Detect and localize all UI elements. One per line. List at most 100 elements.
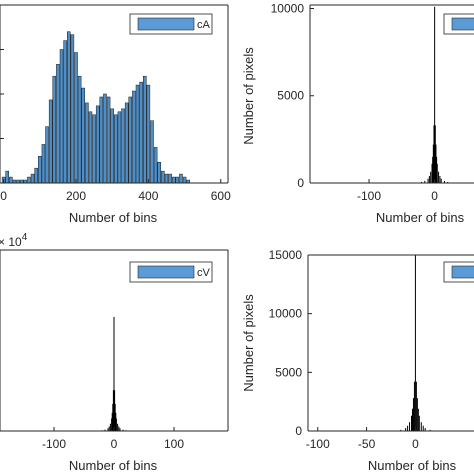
legend-label: cV bbox=[197, 267, 211, 279]
histogram-bar bbox=[435, 144, 437, 183]
histogram-bar bbox=[92, 114, 96, 184]
histogram-bar bbox=[413, 381, 415, 431]
histogram-bar bbox=[416, 398, 418, 431]
legend-swatch bbox=[451, 265, 474, 279]
x-tick-label: -100 bbox=[306, 437, 330, 451]
histogram-bar bbox=[429, 429, 431, 431]
histogram-bar bbox=[74, 52, 78, 184]
histogram-bar bbox=[432, 156, 434, 183]
x-tick-label: 0 bbox=[111, 437, 118, 451]
y-axis-label: Number of pixels bbox=[241, 47, 256, 145]
legend-swatch bbox=[137, 17, 195, 31]
histogram-bar bbox=[161, 170, 165, 184]
histogram-bar bbox=[439, 176, 441, 183]
y-ticks: 0 5000 10000 bbox=[271, 1, 314, 190]
histogram-bar bbox=[77, 75, 82, 184]
histogram-bar bbox=[157, 161, 161, 184]
histogram-bar bbox=[436, 156, 438, 183]
histogram-bar bbox=[117, 423, 119, 431]
histogram-bar bbox=[104, 429, 106, 431]
legend-swatch bbox=[451, 17, 474, 31]
histogram-bar bbox=[70, 34, 75, 184]
y-tick-label: 0 bbox=[297, 176, 304, 190]
histogram-bar bbox=[411, 408, 413, 431]
histogram-bar bbox=[48, 99, 53, 184]
histogram-bar bbox=[118, 426, 120, 431]
histogram-bar bbox=[405, 428, 407, 431]
x-tick-label: 600 bbox=[211, 189, 231, 203]
histogram-panel-cV: -100 0 100 × 104 Number of bins cV bbox=[0, 232, 229, 473]
histogram-bar bbox=[164, 173, 169, 184]
histogram-bar bbox=[108, 426, 110, 431]
x-tick-label: -50 bbox=[358, 437, 376, 451]
histogram-bar bbox=[438, 171, 440, 183]
histogram-bar bbox=[430, 171, 432, 183]
histogram-bar bbox=[114, 403, 116, 431]
histogram-bar bbox=[434, 6, 436, 183]
x-tick-label: 0 bbox=[0, 189, 7, 203]
histogram-bar bbox=[63, 40, 67, 184]
histogram-bar bbox=[112, 403, 114, 431]
y-exponent-label: × 104 bbox=[0, 232, 28, 249]
histogram-bar bbox=[427, 178, 429, 183]
histogram-bar bbox=[179, 173, 183, 184]
histogram-bar bbox=[171, 176, 176, 184]
x-tick-label: -100 bbox=[42, 437, 66, 451]
histogram-bar bbox=[434, 125, 436, 183]
histogram-bar bbox=[420, 422, 422, 431]
histogram-bar bbox=[41, 144, 46, 184]
histogram-bar bbox=[443, 180, 445, 183]
y-tick-label: 5000 bbox=[277, 89, 304, 103]
histogram-bar bbox=[432, 144, 434, 183]
histogram-bar bbox=[128, 96, 133, 184]
histogram-bar bbox=[400, 429, 402, 431]
y-ticks: 0 5000 10000 15000 bbox=[269, 248, 312, 438]
histogram-bar bbox=[409, 422, 411, 431]
histogram-bar bbox=[59, 49, 64, 184]
histogram-bar bbox=[433, 125, 435, 183]
histogram-bar bbox=[407, 425, 409, 431]
histogram-bar bbox=[447, 181, 449, 183]
histogram-bar bbox=[111, 418, 113, 431]
histogram-bar bbox=[103, 93, 107, 184]
histogram-bar bbox=[124, 102, 129, 184]
histogram-bar bbox=[81, 87, 86, 184]
histogram-bar bbox=[38, 156, 42, 184]
histogram-bar bbox=[150, 120, 154, 184]
histogram-bar bbox=[424, 428, 426, 431]
x-tick-label: 400 bbox=[138, 189, 158, 203]
histogram-bar bbox=[113, 316, 115, 431]
histogram-bar bbox=[418, 415, 420, 431]
bars-group bbox=[1, 31, 190, 184]
histogram-bar bbox=[117, 111, 122, 184]
histogram-bar bbox=[9, 176, 13, 184]
histogram-bar bbox=[115, 418, 117, 431]
histogram-bar bbox=[422, 425, 424, 431]
histogram-bar bbox=[182, 176, 187, 184]
histogram-bar bbox=[135, 84, 140, 184]
histogram-bar bbox=[132, 90, 136, 184]
histogram-bar bbox=[122, 429, 124, 431]
bars-group bbox=[414, 6, 455, 183]
x-ticks: 0 200 400 600 bbox=[0, 179, 231, 203]
histogram-bar bbox=[414, 255, 416, 431]
x-axis-label: Number of bins bbox=[69, 458, 158, 473]
y-ticks bbox=[0, 4, 4, 184]
histogram-bar bbox=[114, 390, 116, 431]
histogram-bar bbox=[112, 390, 114, 431]
legend: cA bbox=[129, 13, 213, 35]
histogram-bar bbox=[111, 412, 113, 431]
x-tick-label: 100 bbox=[164, 437, 184, 451]
bars-group bbox=[95, 316, 133, 431]
x-ticks: -100 -50 0 bbox=[306, 427, 419, 451]
histogram-bar bbox=[415, 381, 417, 431]
histogram-bar bbox=[412, 398, 414, 431]
legend-swatch bbox=[137, 265, 195, 279]
histogram-bar bbox=[30, 173, 35, 184]
histogram-bar bbox=[436, 163, 438, 183]
legend bbox=[443, 13, 474, 35]
histogram-bar bbox=[143, 75, 147, 184]
histogram-bar bbox=[95, 105, 100, 184]
histogram-bar bbox=[114, 114, 118, 184]
legend bbox=[443, 261, 474, 283]
